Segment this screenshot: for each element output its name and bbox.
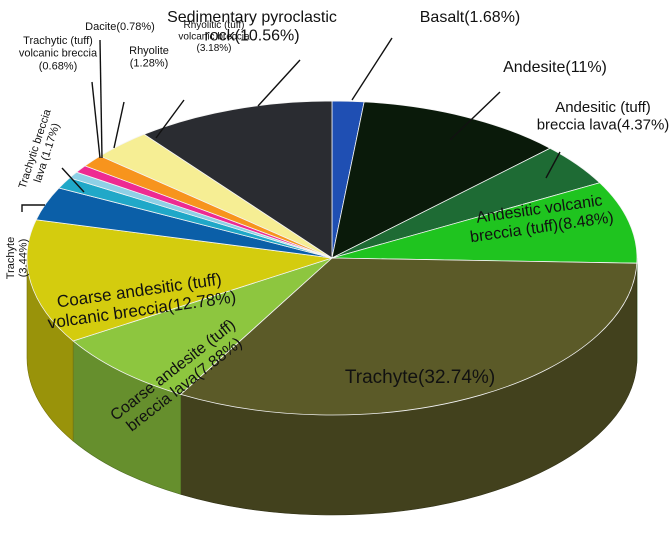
slice-label: Basalt(1.68%) xyxy=(420,9,521,26)
slice-label: Trachytic breccialava (1.17%) xyxy=(17,107,66,194)
leader-line xyxy=(100,40,102,158)
leader-line xyxy=(92,82,100,158)
leader-line xyxy=(114,102,124,148)
slice-label: Andesite(11%) xyxy=(503,59,607,76)
slice-label: Dacite(0.78%) xyxy=(85,21,155,33)
leader-line xyxy=(352,38,392,100)
leader-line xyxy=(258,60,300,106)
slice-label: Andesitic (tuff)breccia lava(4.37%) xyxy=(537,99,670,133)
pie-top-faces xyxy=(27,101,637,415)
slice-label: Trachyte(3.44%) xyxy=(5,237,30,279)
slice-label: Trachyte(32.74%) xyxy=(345,367,495,388)
slice-label: Rhyolite(1.28%) xyxy=(129,45,169,70)
slice-label: Trachytic (tuff)volcanic breccia(0.68%) xyxy=(19,35,98,72)
